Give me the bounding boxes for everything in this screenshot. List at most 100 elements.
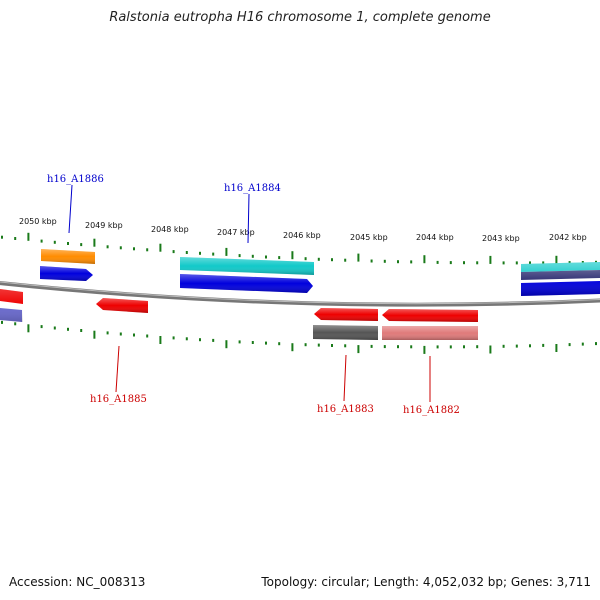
kbp-labels: 2050 kbp 2049 kbp 2048 kbp 2047 kbp 2046… xyxy=(19,217,587,243)
outer-scale-major-tick xyxy=(555,255,558,264)
inner-scale-minor-tick xyxy=(449,345,452,349)
outer-scale-minor-tick xyxy=(80,243,83,247)
outer-scale-minor-tick xyxy=(172,250,175,254)
inner-scale-minor-tick xyxy=(502,344,505,348)
outer-scale-minor-tick xyxy=(238,254,241,258)
outer-scale-minor-tick xyxy=(449,261,452,265)
gene-label-h16-a1884[interactable]: h16_A1884 xyxy=(224,183,281,194)
inner-scale-minor-tick xyxy=(119,332,122,336)
outer-scale-minor-tick xyxy=(133,247,135,251)
gene-label-h16-a1885[interactable]: h16_A1885 xyxy=(90,394,147,405)
outer-scale-minor-tick xyxy=(317,257,320,261)
kbp-label-2044: 2044 kbp xyxy=(416,233,454,242)
inner-scale-minor-tick xyxy=(251,341,254,344)
inner-scale-minor-tick xyxy=(581,342,584,346)
inner-scale-minor-tick xyxy=(515,344,518,348)
inner-scale-minor-tick xyxy=(53,326,56,330)
outer-scale-minor-tick xyxy=(53,240,56,244)
gene-label-h16-a1883[interactable]: h16_A1883 xyxy=(317,404,374,415)
outer-scale-minor-tick xyxy=(14,237,17,240)
inner-scale-minor-tick xyxy=(238,340,241,344)
chromosome-backbone-highlight xyxy=(0,281,600,305)
gene-arrow-h16-a1885-shade xyxy=(96,298,148,313)
gene-label-h16-a1882[interactable]: h16_A1882 xyxy=(403,405,460,416)
outer-scale-minor-tick xyxy=(251,254,254,258)
label-leaders xyxy=(68,184,431,402)
gene-label-h16-a1886[interactable]: h16_A1886 xyxy=(47,174,104,185)
outer-scale-ticks xyxy=(1,232,597,265)
inner-scale-minor-tick xyxy=(344,344,347,348)
outer-scale-minor-tick xyxy=(410,260,413,264)
inner-scale-minor-tick xyxy=(199,338,201,342)
gene-arrow-h16-a1883-shade xyxy=(314,308,378,321)
outer-scale-minor-tick xyxy=(304,257,307,261)
inner-scale-minor-tick xyxy=(317,343,320,347)
gene-feature-gray-shade xyxy=(313,325,378,340)
inner-scale-major-tick xyxy=(555,344,558,352)
inner-scale-major-tick xyxy=(225,340,228,349)
outer-scale-minor-tick xyxy=(212,252,215,256)
outer-scale-minor-tick xyxy=(1,235,3,239)
inner-scale-minor-tick xyxy=(463,345,465,349)
outer-scale-minor-tick xyxy=(568,261,571,265)
outer-scale-minor-tick xyxy=(40,239,43,243)
accession-text: Accession: NC_008313 xyxy=(9,575,146,589)
inner-scale-major-tick xyxy=(489,345,492,354)
outer-scale-major-tick xyxy=(489,255,492,264)
kbp-label-2049: 2049 kbp xyxy=(85,221,123,230)
outer-scale-minor-tick xyxy=(67,242,69,245)
inner-scale-minor-tick xyxy=(14,322,17,326)
gene-feature-pink-shade xyxy=(382,326,478,340)
outer-scale-major-tick xyxy=(291,251,294,260)
inner-scale-minor-tick xyxy=(370,344,373,348)
outer-scale-minor-tick xyxy=(397,260,399,264)
outer-scale-minor-tick xyxy=(463,261,465,265)
inner-scale-minor-tick xyxy=(133,333,135,337)
inner-scale-major-tick xyxy=(159,336,162,344)
gene-arrow-h16-a1884-shade xyxy=(180,274,313,293)
outer-scale-minor-tick xyxy=(146,248,149,252)
inner-scale-major-tick xyxy=(27,324,30,333)
outer-scale-major-tick xyxy=(357,253,360,262)
gene-labels: h16_A1886 h16_A1884 h16_A1885 h16_A1883 … xyxy=(47,174,460,416)
inner-scale-minor-tick xyxy=(476,345,479,349)
outer-scale-minor-tick xyxy=(502,261,505,265)
outer-scale-minor-tick xyxy=(515,261,518,265)
outer-scale-major-tick xyxy=(423,255,426,264)
leader-h16-a1884 xyxy=(247,193,250,244)
kbp-label-2047: 2047 kbp xyxy=(217,228,255,237)
inner-scale-minor-tick xyxy=(436,345,439,349)
gene-feature-blue-right-shade xyxy=(521,262,600,296)
gene-feature-cyan-shade xyxy=(180,257,314,275)
inner-scale-minor-tick xyxy=(106,331,109,335)
inner-scale-major-tick xyxy=(357,345,360,354)
inner-scale-minor-tick xyxy=(397,345,399,349)
kbp-label-2046: 2046 kbp xyxy=(283,231,321,240)
inner-scale-minor-tick xyxy=(595,342,597,346)
map-title: Ralstonia eutropha H16 chromosome 1, com… xyxy=(109,10,491,25)
inner-scale-minor-tick xyxy=(212,338,215,342)
kbp-label-2050: 2050 kbp xyxy=(19,217,57,226)
inner-scale-minor-tick xyxy=(146,334,149,338)
inner-scale-minor-tick xyxy=(542,343,545,347)
kbp-label-2042: 2042 kbp xyxy=(549,233,587,242)
kbp-label-2045: 2045 kbp xyxy=(350,233,388,242)
forward-strand-features xyxy=(40,249,600,296)
inner-scale-minor-tick xyxy=(185,337,188,341)
reverse-strand-features xyxy=(0,289,478,340)
outer-scale-minor-tick xyxy=(529,261,531,265)
inner-scale-minor-tick xyxy=(304,343,307,347)
inner-scale-minor-tick xyxy=(1,320,3,324)
outer-scale-minor-tick xyxy=(199,251,201,255)
inner-scale-minor-tick xyxy=(265,341,267,345)
outer-scale-minor-tick xyxy=(265,255,267,259)
outer-scale-minor-tick xyxy=(278,256,281,260)
gene-feature-orange-shade xyxy=(41,249,95,264)
inner-scale-minor-tick xyxy=(529,344,531,348)
outer-scale-minor-tick xyxy=(185,251,188,254)
outer-scale-major-tick xyxy=(27,232,30,241)
outer-scale-minor-tick xyxy=(119,246,122,250)
outer-scale-minor-tick xyxy=(476,261,479,265)
leader-h16-a1883 xyxy=(343,354,347,402)
